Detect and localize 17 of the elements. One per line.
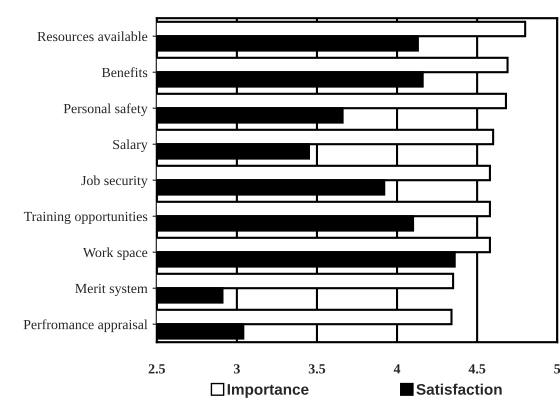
- y-tick-label: Merit system: [75, 284, 148, 296]
- y-tick-label: Resources available: [37, 31, 148, 42]
- x-tick-label: 3: [234, 364, 240, 374]
- x-tick-label: 4.5: [468, 364, 486, 374]
- y-tick-label: Perfromance appraisal: [24, 319, 148, 332]
- y-tick-label: Job security: [81, 175, 148, 188]
- y-tick-label: Benefits: [102, 67, 148, 78]
- y-tick-label: Training opportunities: [24, 212, 148, 224]
- x-tick-label: 3.5: [308, 364, 326, 374]
- y-tick-label: Salary: [113, 139, 148, 152]
- x-tick-label: 5: [554, 364, 560, 374]
- legend-label: Importance: [228, 384, 309, 398]
- x-tick-label: 4: [394, 364, 400, 374]
- y-tick-label: Personal safety: [64, 103, 148, 116]
- x-tick-label: 2.5: [148, 364, 165, 374]
- y-tick-label: Work space: [82, 247, 148, 260]
- legend-label: Satisfaction: [416, 384, 502, 395]
